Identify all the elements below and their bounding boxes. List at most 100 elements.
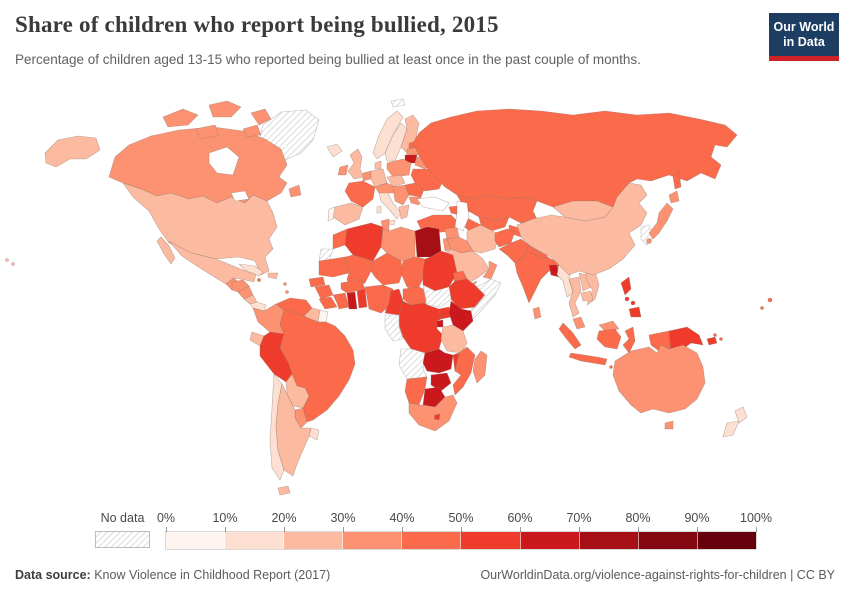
legend-bin-2[interactable] xyxy=(284,532,344,549)
country-angola[interactable] xyxy=(398,348,428,380)
country-japan-kyushu[interactable] xyxy=(646,238,652,244)
country-spain[interactable] xyxy=(332,202,364,226)
country-mexico[interactable] xyxy=(168,240,257,285)
country-egypt[interactable] xyxy=(414,226,442,258)
country-mexico-baja[interactable] xyxy=(156,236,176,265)
legend-bin-4[interactable] xyxy=(402,532,462,549)
country-cambodia[interactable] xyxy=(580,290,594,302)
country-fiji[interactable] xyxy=(767,297,773,303)
country-oman[interactable] xyxy=(482,260,498,280)
country-dr-congo[interactable] xyxy=(398,300,444,354)
country-czechia[interactable] xyxy=(386,174,406,188)
country-zambia[interactable] xyxy=(422,348,454,374)
country-indonesia-java[interactable] xyxy=(568,352,608,366)
country-iran[interactable] xyxy=(466,224,500,254)
legend-bin-9[interactable] xyxy=(697,532,756,549)
legend-bin-3[interactable] xyxy=(343,532,403,549)
country-tanzania[interactable] xyxy=(440,324,468,354)
country-gabon-congo[interactable] xyxy=(384,314,404,342)
country-sudan[interactable] xyxy=(422,250,458,292)
country-russia-sakhalin[interactable] xyxy=(672,170,682,190)
country-malaysia-peninsula[interactable] xyxy=(572,316,586,330)
legend-bin-7[interactable] xyxy=(579,532,639,549)
country-antilles-2[interactable] xyxy=(285,290,289,294)
country-south-africa[interactable] xyxy=(408,394,458,432)
country-malaysia-borneo[interactable] xyxy=(598,320,620,332)
country-new-zealand-south[interactable] xyxy=(722,420,740,438)
country-greece[interactable] xyxy=(398,204,410,220)
country-canada-island-1[interactable] xyxy=(162,108,199,128)
country-solomon-islands-1[interactable] xyxy=(713,333,717,337)
country-argentina-tdf[interactable] xyxy=(277,485,291,496)
country-sierra-leone-liberia[interactable] xyxy=(318,296,338,310)
legend-bin-1[interactable] xyxy=(225,532,285,549)
country-norway[interactable] xyxy=(372,110,404,160)
country-lesotho[interactable] xyxy=(433,413,441,421)
country-nigeria[interactable] xyxy=(364,284,394,314)
country-portugal[interactable] xyxy=(327,206,336,222)
country-brazil[interactable] xyxy=(279,309,356,423)
country-denmark[interactable] xyxy=(374,160,382,170)
legend-bin-0[interactable] xyxy=(166,532,226,549)
country-australia[interactable] xyxy=(612,344,706,414)
country-canada-island-5[interactable] xyxy=(242,124,262,138)
country-senegal[interactable] xyxy=(308,276,326,288)
country-philippines-luzon[interactable] xyxy=(620,276,632,296)
country-vanuatu[interactable] xyxy=(760,306,764,310)
country-panama[interactable] xyxy=(249,301,267,312)
country-indonesia-sumatra[interactable] xyxy=(558,322,582,350)
owid-logo[interactable]: Our World in Data xyxy=(769,13,839,61)
country-svalbard[interactable] xyxy=(390,98,406,108)
country-uk[interactable] xyxy=(347,148,365,180)
citation-link[interactable]: OurWorldinData.org/violence-against-righ… xyxy=(480,568,835,582)
country-canada-island-2[interactable] xyxy=(208,100,242,118)
country-usa-hawaii-1[interactable] xyxy=(5,258,9,262)
country-mongolia[interactable] xyxy=(552,200,614,222)
no-data-swatch[interactable] xyxy=(95,531,150,548)
legend-bin-5[interactable] xyxy=(461,532,521,549)
country-argentina[interactable] xyxy=(275,383,312,477)
country-canada-island-3[interactable] xyxy=(250,108,272,126)
country-hispaniola[interactable] xyxy=(267,272,279,280)
country-balkans[interactable] xyxy=(392,184,410,206)
country-solomon-islands-2[interactable] xyxy=(719,337,723,341)
country-france[interactable] xyxy=(344,180,376,208)
country-cuba[interactable] xyxy=(238,263,264,277)
country-usa-hawaii-2[interactable] xyxy=(11,262,15,266)
country-jamaica[interactable] xyxy=(257,278,261,282)
country-ivory-coast[interactable] xyxy=(332,292,350,310)
country-sri-lanka[interactable] xyxy=(532,306,542,320)
country-togo-benin[interactable] xyxy=(356,288,368,309)
country-usa-alaska[interactable] xyxy=(44,135,101,168)
country-canada-newfoundland[interactable] xyxy=(288,184,302,198)
country-burkina-faso[interactable] xyxy=(340,278,366,294)
country-algeria[interactable] xyxy=(344,222,384,262)
country-italy-sicily[interactable] xyxy=(388,219,396,226)
country-philippines-visayas-2[interactable] xyxy=(630,300,636,306)
country-somalia[interactable] xyxy=(468,278,502,322)
country-zimbabwe[interactable] xyxy=(430,372,452,392)
country-niger[interactable] xyxy=(370,252,404,286)
country-australia-tasmania[interactable] xyxy=(664,420,674,430)
country-mauritania[interactable] xyxy=(318,256,350,278)
legend-bin-8[interactable] xyxy=(638,532,698,549)
country-thailand[interactable] xyxy=(568,276,582,318)
country-mozambique[interactable] xyxy=(452,346,476,396)
country-kenya[interactable] xyxy=(448,300,474,332)
country-netherlands[interactable] xyxy=(362,170,372,182)
country-philippines-mindanao[interactable] xyxy=(628,306,642,318)
country-indonesia-sunda-1[interactable] xyxy=(609,365,613,369)
country-ireland[interactable] xyxy=(337,164,349,176)
country-ghana[interactable] xyxy=(346,291,358,310)
country-japan-honshu[interactable] xyxy=(648,202,674,240)
country-japan-hokkaido[interactable] xyxy=(668,190,680,204)
country-philippines-visayas-1[interactable] xyxy=(624,296,630,302)
country-indonesia-sulawesi[interactable] xyxy=(622,326,636,354)
country-suriname[interactable] xyxy=(317,309,329,323)
country-indonesia-kalimantan[interactable] xyxy=(596,328,622,350)
country-madagascar[interactable] xyxy=(472,350,488,384)
country-new-zealand-north[interactable] xyxy=(734,406,748,424)
country-poland[interactable] xyxy=(386,158,412,178)
country-chad[interactable] xyxy=(400,256,426,292)
country-iceland[interactable] xyxy=(326,143,343,158)
